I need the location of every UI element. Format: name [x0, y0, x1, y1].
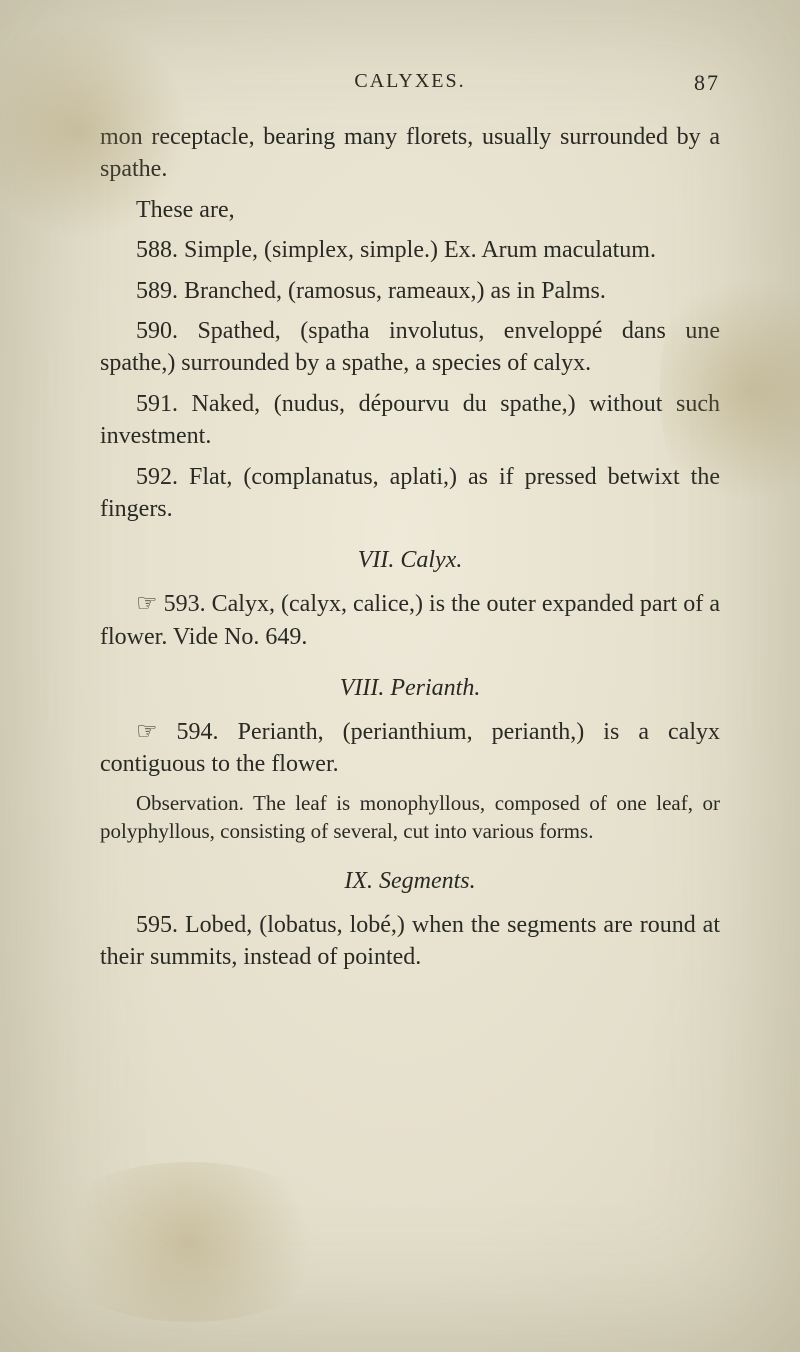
- entry-595: 595. Lobed, (lobatus, lobé,) when the se…: [100, 909, 720, 974]
- running-head-text: CALYXES.: [354, 70, 465, 92]
- entry-588: 588. Simple, (simplex, simple.) Ex. Arum…: [100, 234, 720, 266]
- age-stain: [40, 1162, 340, 1322]
- entry-589: 589. Branched, (ramosus, rameaux,) as in…: [100, 275, 720, 307]
- entry-593: ☞ 593. Calyx, (calyx, calice,) is the ou…: [100, 588, 720, 653]
- entry-591: 591. Naked, (nudus, dépourvu du spathe,)…: [100, 388, 720, 453]
- entry-590: 590. Spathed, (spatha involutus, envelop…: [100, 315, 720, 380]
- scanned-page: CALYXES. 87 mon receptacle, bearing many…: [0, 0, 800, 1352]
- entry-594: ☞ 594. Perianth, (perianthium, perianth,…: [100, 716, 720, 781]
- these-are: These are,: [100, 194, 720, 226]
- section-vii-label: VII. Calyx.: [358, 547, 463, 573]
- intro-paragraph: mon receptacle, bearing many florets, us…: [100, 121, 720, 186]
- section-viii-label: VIII. Perianth.: [340, 675, 481, 701]
- section-ix-label: IX. Segments.: [344, 868, 475, 894]
- entry-592: 592. Flat, (complanatus, aplati,) as if …: [100, 461, 720, 526]
- section-vii-head: VII. Calyx.: [100, 547, 720, 574]
- observation: Observation. The leaf is monophyllous, c…: [100, 789, 720, 846]
- page-number: 87: [694, 70, 720, 96]
- section-ix-head: IX. Segments.: [100, 868, 720, 895]
- section-viii-head: VIII. Perianth.: [100, 675, 720, 702]
- running-head: CALYXES. 87: [100, 70, 720, 93]
